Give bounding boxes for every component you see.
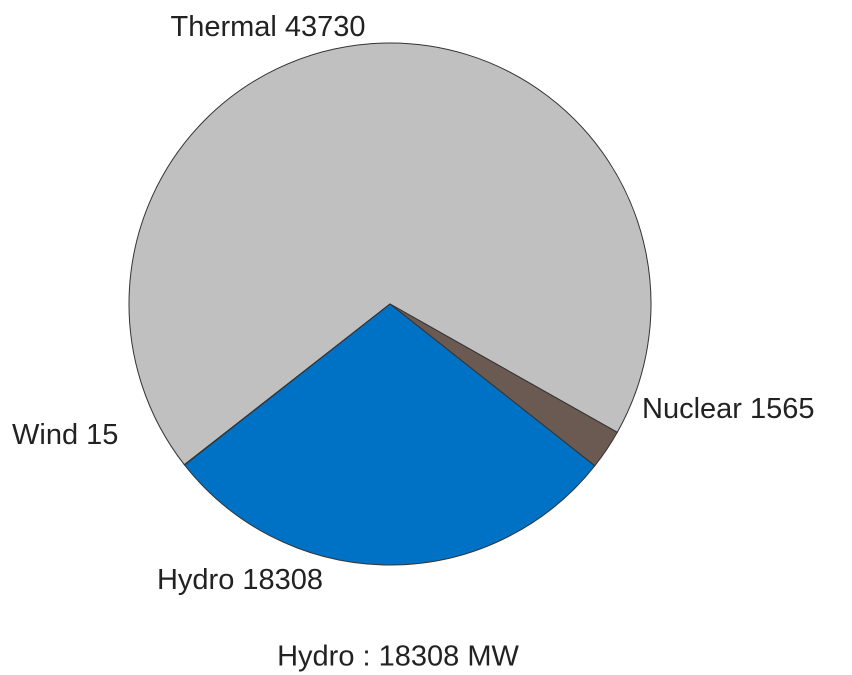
- pie-slice: [183, 303, 596, 566]
- slice-value: 1565: [750, 393, 815, 425]
- pie-slice: [128, 42, 652, 466]
- slice-label: Thermal 43730: [170, 11, 365, 43]
- slice-name: Thermal: [170, 11, 276, 43]
- slice-name: Nuclear: [642, 393, 742, 425]
- pie-slice: [183, 303, 391, 466]
- slice-label: Nuclear 1565: [642, 393, 814, 425]
- caption: Hydro : 18308 MW: [277, 641, 519, 673]
- slice-value: 18308: [242, 564, 323, 596]
- slice-label: Hydro 18308: [157, 564, 323, 596]
- slice-value: 43730: [285, 11, 366, 43]
- slice-label: Wind 15: [12, 419, 118, 451]
- slice-name: Hydro: [157, 564, 234, 596]
- slice-value: 15: [86, 419, 118, 451]
- slice-name: Wind: [12, 419, 78, 451]
